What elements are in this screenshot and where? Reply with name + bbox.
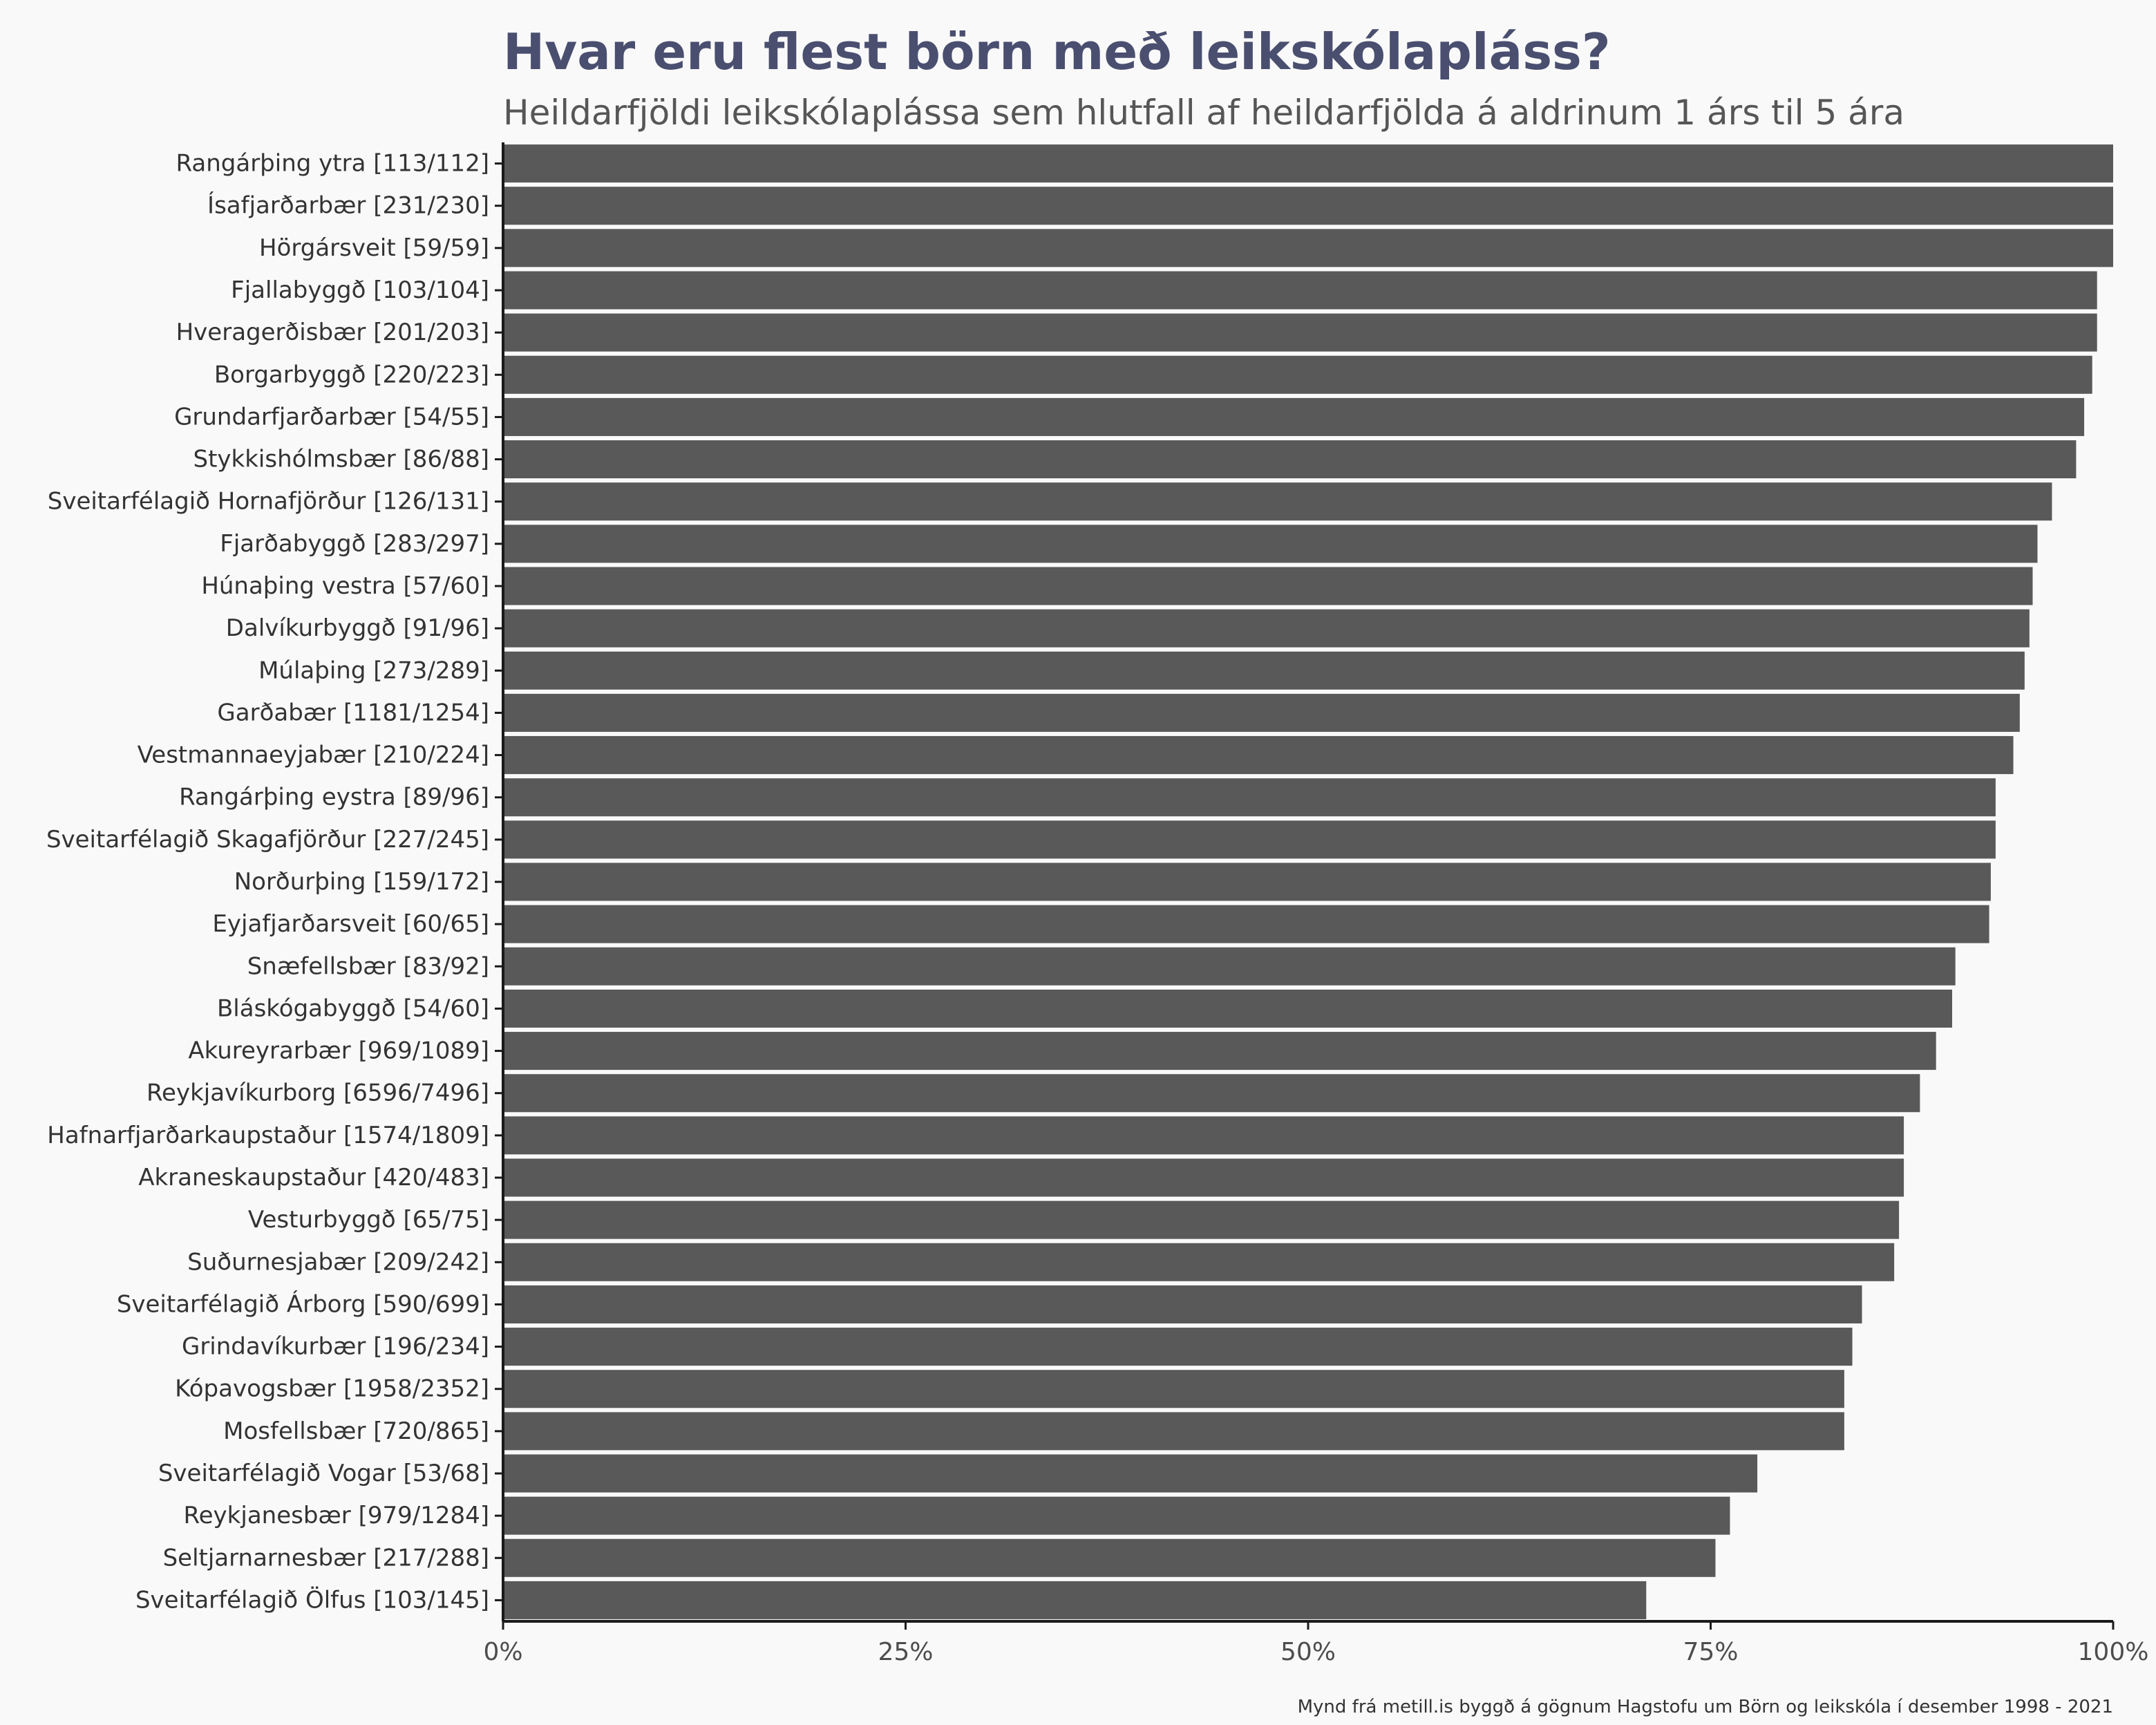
category-label: Hörgársveit [59/59] [259,234,489,262]
bar [503,567,2033,605]
bar [503,271,2097,310]
x-tick-label: 50% [1280,1638,1336,1666]
bar [503,1074,1920,1113]
bar [503,989,1952,1028]
category-labels: Rangárþing ytra [113/112] Ísafjarðarbær [… [46,150,503,1614]
bar [503,1285,1862,1323]
bar [503,482,2052,521]
bar [503,1328,1853,1366]
category-label: Garðabær [1181/1254] [217,699,489,726]
category-label: Norðurþing [159/172] [234,868,489,896]
bar [503,862,1991,901]
bar [503,609,2030,648]
x-tick-label: 25% [878,1638,933,1666]
category-label: Sveitarfélagið Vogar [53/68] [158,1460,489,1487]
category-label: Vestmannaeyjabær [210/224] [138,742,489,769]
bar [503,397,2085,436]
category-label: Sveitarfélagið Hornafjörður [126/131] [48,488,489,516]
category-label: Snæfellsbær [83/92] [247,952,489,980]
category-label: Fjarðabyggð [283/297] [220,530,489,558]
bar [503,1200,1900,1239]
bar [503,144,2113,183]
category-label: Rangárþing ytra [113/112] [176,150,489,178]
category-label: Húnaþing vestra [57/60] [201,572,489,600]
category-label: Dalvíkurbyggð [91/96] [226,614,489,642]
bar [503,1370,1844,1408]
bar [503,1496,1730,1535]
category-label: Sveitarfélagið Ölfus [103/145] [135,1585,489,1614]
bar [503,1032,1936,1071]
category-label: Grindavíkurbær [196/234] [182,1333,489,1361]
category-label: Kópavogsbær [1958/2352] [175,1375,489,1403]
bar [503,651,2025,690]
category-label: Vesturbyggð [65/75] [248,1206,489,1234]
category-label: Bláskógabyggð [54/60] [217,995,489,1022]
bar [503,1116,1904,1155]
bar [503,1581,1647,1619]
category-label: Mosfellsbær [720/865] [223,1417,489,1445]
category-label: Grundarfjarðarbær [54/55] [174,403,489,431]
x-tick-label: 75% [1683,1638,1738,1666]
bar [503,355,2092,394]
category-label: Fjallabyggð [103/104] [231,276,489,304]
category-label: Eyjafjarðarsveit [60/65] [212,910,489,938]
bar [503,778,1996,817]
category-label: Hveragerðisbær [201/203] [176,319,489,346]
bar [503,229,2113,267]
category-label: Rangárþing eystra [89/96] [179,784,489,811]
bar [503,1158,1904,1197]
category-label: Akureyrarbær [969/1089] [188,1037,489,1065]
category-label: Reykjavíkurborg [6596/7496] [146,1080,489,1107]
bar [503,905,1989,943]
bar [503,1538,1716,1577]
category-label: Reykjanesbær [979/1284] [184,1502,489,1529]
category-label: Stykkishólmsbær [86/88] [193,446,489,473]
category-label: Seltjarnarnesbær [217/288] [163,1544,489,1572]
chart-caption: Mynd frá metill.is byggð á gögnum Hagsto… [1298,1697,2113,1717]
x-axis-ticks: 0% 25% 50% 75% 100% [483,1621,2148,1666]
x-tick-label: 0% [483,1638,522,1666]
bar [503,1243,1895,1281]
chart-title: Hvar eru flest börn með leikskólapláss? [503,23,1611,81]
category-label: Sveitarfélagið Skagafjörður [227/245] [46,826,489,854]
chart-subtitle: Heildarfjöldi leikskólaplássa sem hlutfa… [503,93,1904,133]
bar [503,313,2097,352]
bar [503,1454,1758,1493]
x-tick-label: 100% [2078,1638,2149,1666]
category-label: Akraneskaupstaður [420/483] [138,1164,489,1191]
bar [503,736,2014,775]
category-label: Hafnarfjarðarkaupstaður [1574/1809] [47,1122,489,1149]
bars [503,144,2113,1619]
bar [503,187,2113,225]
bar [503,947,1956,986]
bar [503,440,2077,479]
bar [503,820,1996,859]
bar [503,525,2038,563]
bar [503,1412,1844,1451]
category-label: Múlaþing [273/289] [258,657,489,684]
category-label: Borgarbyggð [220/223] [214,361,489,388]
category-label: Sveitarfélagið Árborg [590/699] [117,1290,489,1318]
category-label: Suðurnesjabær [209/242] [187,1248,489,1276]
bar [503,693,2020,732]
category-label: Ísafjarðarbær [231/230] [207,191,489,220]
